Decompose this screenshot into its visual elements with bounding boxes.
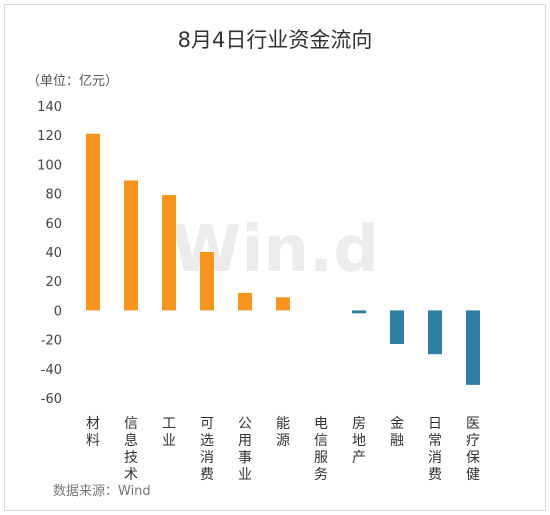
- y-tick-label: 60: [45, 217, 62, 232]
- x-tick-label: 公用事业: [238, 416, 252, 483]
- bar-chart: 8月4日行业资金流向 （单位：亿元） Win.d 140120100806040…: [27, 28, 480, 499]
- bar: [352, 310, 366, 314]
- bar: [428, 310, 442, 355]
- y-tick-label: 40: [45, 246, 62, 261]
- y-tick-label: 120: [37, 129, 62, 144]
- x-tick-label: 医疗保健: [466, 416, 480, 483]
- bar: [86, 133, 100, 311]
- bar: [276, 297, 290, 311]
- y-tick-label: -60: [41, 392, 62, 407]
- x-tick-label: 工业: [162, 416, 176, 449]
- y-tick-label: 20: [45, 275, 62, 290]
- bar: [162, 195, 176, 311]
- bar: [124, 180, 138, 311]
- source-note: 数据来源：Wind: [53, 484, 151, 499]
- x-tick-label: 能源: [276, 416, 290, 449]
- x-tick-label: 日常消费: [428, 416, 442, 483]
- y-tick-label: 140: [37, 100, 62, 115]
- y-tick-label: 0: [54, 304, 62, 319]
- chart-title: 8月4日行业资金流向: [178, 28, 373, 52]
- y-tick-label: 100: [37, 158, 62, 173]
- y-tick-label: -20: [41, 334, 62, 349]
- x-tick-label: 房地产: [352, 416, 366, 466]
- y-tick-label: -40: [41, 363, 62, 378]
- x-tick-label: 材料: [86, 416, 100, 449]
- bar: [238, 292, 252, 311]
- chart-frame: 8月4日行业资金流向 （单位：亿元） Win.d 140 120 100 80 60 40…: [4, 4, 546, 511]
- bar: [200, 252, 214, 311]
- bar: [390, 310, 404, 344]
- y-tick-label: 80: [45, 188, 62, 203]
- unit-label: （单位：亿元）: [27, 74, 118, 89]
- x-tick-label: 电信服务: [314, 416, 328, 483]
- x-tick-label: 金融: [390, 416, 404, 449]
- x-tick-label: 信息技术: [124, 416, 138, 483]
- bar: [466, 310, 480, 385]
- x-tick-label: 可选消费: [200, 416, 214, 483]
